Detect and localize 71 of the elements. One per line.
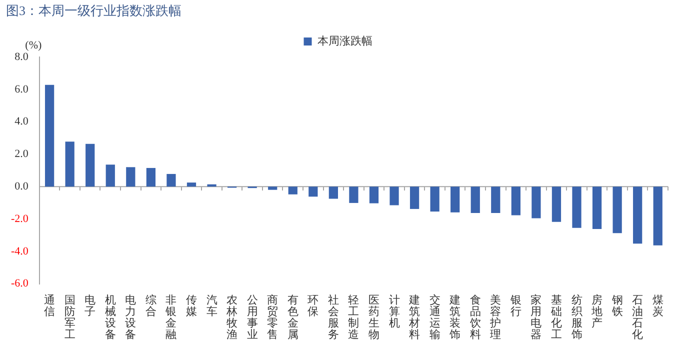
bar bbox=[552, 186, 562, 222]
x-tick-label: 建筑材料 bbox=[408, 293, 420, 342]
bar bbox=[592, 186, 602, 230]
bar bbox=[106, 164, 115, 187]
x-tick-label: 电力设备 bbox=[125, 293, 136, 342]
bar bbox=[450, 186, 460, 212]
bar bbox=[572, 186, 582, 228]
x-tick-label: 煤炭 bbox=[652, 294, 664, 318]
x-tick-label: 公用事业 bbox=[246, 294, 258, 342]
x-tick-label: 国防军工 bbox=[64, 294, 76, 342]
x-tick-label: 环保 bbox=[308, 294, 319, 318]
y-tick-label: -2.0 bbox=[10, 212, 29, 225]
x-tick-label: 机械设备 bbox=[104, 294, 116, 342]
y-tick-label: -4.0 bbox=[10, 245, 29, 258]
bar bbox=[491, 186, 500, 214]
x-tick-label: 综合 bbox=[145, 293, 156, 318]
bar bbox=[532, 186, 541, 218]
bar bbox=[186, 182, 196, 187]
y-tick-label: 4.0 bbox=[14, 116, 29, 128]
y-tick-label: 2.0 bbox=[14, 148, 29, 160]
bar bbox=[612, 186, 622, 234]
x-tick-label: 建筑装饰 bbox=[448, 293, 461, 342]
bar bbox=[328, 186, 338, 199]
x-tick-label: 非银金融 bbox=[164, 293, 177, 342]
bar bbox=[349, 186, 358, 203]
x-tick-label: 医药生物 bbox=[368, 294, 380, 342]
bar bbox=[146, 168, 156, 187]
x-tick-label: 石油石化 bbox=[632, 294, 644, 342]
bar bbox=[410, 186, 420, 209]
x-tick-label: 商贸零售 bbox=[267, 293, 278, 342]
bar bbox=[633, 186, 642, 244]
bar bbox=[369, 186, 379, 204]
x-tick-label: 家用电器 bbox=[530, 293, 542, 342]
y-tick-label: -6.0 bbox=[10, 278, 29, 290]
x-tick-label: 食品饮料 bbox=[468, 294, 481, 342]
bar bbox=[430, 186, 440, 212]
bar bbox=[470, 186, 480, 214]
y-tick-label: 0.0 bbox=[14, 180, 29, 192]
bar bbox=[86, 144, 95, 187]
bar bbox=[308, 186, 318, 197]
x-tick-label: 房地产 bbox=[590, 293, 603, 330]
x-tick-label: 社会服务 bbox=[328, 293, 339, 342]
x-tick-label: 农林牧渔 bbox=[226, 294, 238, 342]
x-tick-label: 有色金属 bbox=[287, 294, 298, 342]
bar bbox=[653, 186, 662, 246]
x-tick-label: 轻工制造 bbox=[348, 294, 360, 342]
x-tick-label: 基础化工 bbox=[550, 293, 562, 342]
x-tick-label: 美容护理 bbox=[489, 293, 502, 342]
bar bbox=[268, 186, 278, 190]
x-tick-label: 钢铁 bbox=[610, 294, 623, 318]
x-tick-label: 通信 bbox=[44, 293, 56, 318]
x-tick-label: 计算机 bbox=[388, 293, 400, 330]
bar bbox=[44, 84, 54, 187]
y-axis-title: (%) bbox=[25, 39, 42, 52]
y-tick-label: 8.0 bbox=[14, 50, 29, 63]
legend-label: 本周涨跌幅 bbox=[317, 34, 372, 48]
bar bbox=[390, 186, 399, 206]
bar bbox=[126, 167, 136, 187]
bar bbox=[65, 142, 74, 187]
bar bbox=[288, 186, 298, 194]
y-tick-label: 6.0 bbox=[14, 83, 29, 96]
x-tick-label: 传媒 bbox=[186, 294, 197, 318]
x-tick-label: 银行 bbox=[509, 294, 522, 318]
bar bbox=[511, 186, 520, 216]
bar bbox=[166, 174, 176, 187]
x-tick-label: 交通运输 bbox=[429, 293, 440, 342]
bar bbox=[207, 184, 216, 187]
x-tick-label: 汽车 bbox=[206, 294, 218, 318]
chart-title: 图3：本周一级行业指数涨跌幅 bbox=[5, 2, 182, 20]
x-tick-label: 电子 bbox=[84, 293, 96, 318]
x-tick-label: 纺织服饰 bbox=[570, 293, 582, 342]
